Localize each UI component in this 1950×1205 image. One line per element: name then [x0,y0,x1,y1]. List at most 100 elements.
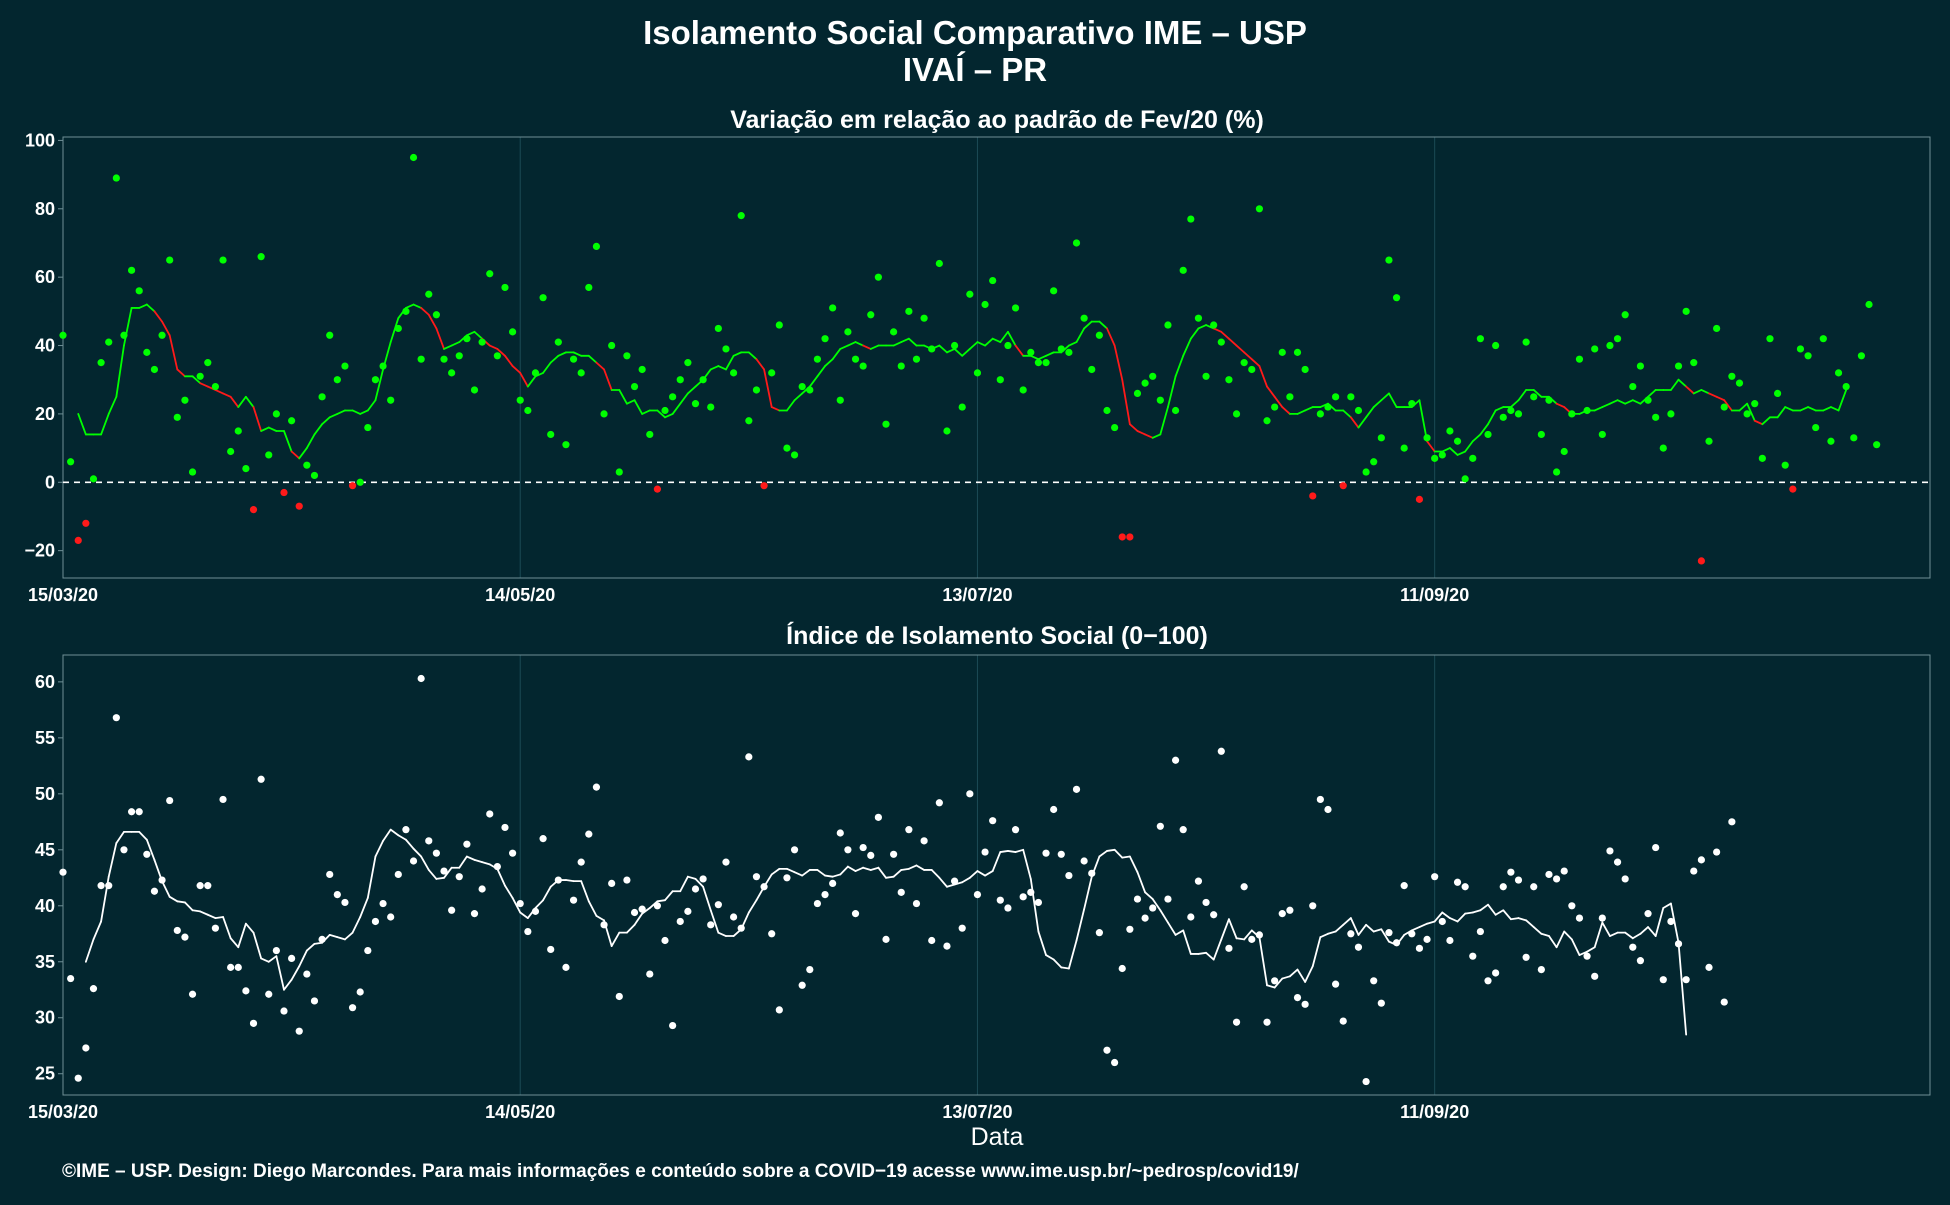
moving-average-segment [298,447,308,460]
data-point [1644,910,1652,918]
moving-average-segment [1281,975,1291,980]
moving-average-segment [305,942,316,952]
moving-average-segment [542,361,552,374]
data-point [1873,441,1881,449]
moving-average-segment [252,931,263,960]
data-point [1301,365,1309,374]
moving-average-segment [1670,902,1680,944]
moving-average-segment [702,885,712,912]
data-point [1149,372,1157,380]
data-point [608,341,616,350]
data-point [1545,870,1553,879]
moving-average-segment [359,409,369,415]
data-point [524,927,532,936]
data-point [577,369,585,377]
moving-average-segment [816,869,826,877]
data-point [1050,805,1058,814]
data-point [1385,256,1393,264]
data-point [493,352,501,360]
data-point [493,863,501,871]
data-point [1438,451,1446,459]
data-point [1065,348,1073,356]
moving-average-segment [412,847,423,858]
moving-average-segment [351,916,362,934]
moving-average-segment [1007,330,1017,347]
data-point [1667,917,1675,926]
moving-average-segment [808,375,819,388]
data-point [920,837,928,845]
data-point [714,901,722,909]
moving-average-segment [1098,850,1108,858]
moving-average-segment [725,354,735,371]
data-point [905,826,913,834]
y-tick-label: 20 [35,404,55,424]
data-point [1354,406,1363,415]
moving-average-segment [1349,416,1360,429]
moving-average-segment [1609,931,1619,937]
moving-average-segment [1738,402,1749,412]
moving-average-segment [161,320,171,337]
data-point [1392,939,1401,947]
moving-average-segment [1601,921,1611,937]
moving-average-segment [305,433,316,449]
moving-average-segment [252,406,263,432]
data-point [775,1006,783,1014]
data-point [813,355,822,363]
data-point [1202,898,1210,907]
data-point [1271,403,1279,411]
moving-average-segment [1410,926,1421,932]
data-point [1248,365,1256,374]
moving-average-segment [1014,344,1025,357]
data-point [1842,382,1850,391]
data-point [1621,311,1629,319]
moving-average-segment [984,337,994,347]
data-point [1332,980,1340,988]
moving-average-segment [443,866,453,879]
moving-average-segment [290,450,301,460]
data-point [440,355,448,363]
moving-average-segment [283,430,293,453]
data-point [1453,437,1462,445]
data-point [821,890,829,899]
data-point [1217,338,1225,346]
data-point [455,873,463,881]
moving-average-segment [145,838,156,861]
data-point [989,817,997,825]
data-point [1667,410,1675,418]
moving-average-segment [1159,909,1169,924]
data-point [1713,324,1721,333]
data-point [1499,413,1507,421]
data-point [1636,957,1645,965]
data-point [829,304,837,312]
moving-average-segment [473,330,484,340]
moving-average-segment [435,327,445,350]
x-tick-label: 15/03/20 [28,1102,98,1122]
data-point [1225,944,1233,952]
moving-average-segment [115,830,125,844]
moving-average-segment [1631,932,1642,940]
moving-average-segment [1631,399,1642,405]
panel-frame [62,654,1931,1096]
data-point [1103,406,1111,415]
data-point [1423,935,1431,943]
data-point [989,276,997,285]
data-point [1751,400,1759,408]
data-point [120,331,128,339]
data-point [173,413,181,421]
data-point [1415,495,1424,503]
data-point [608,879,616,887]
moving-average-segment [1273,395,1284,408]
data-point [768,930,776,938]
moving-average-segment [1479,423,1489,436]
moving-average-segment [1113,344,1124,381]
data-point [127,266,136,274]
moving-average-segment [1228,918,1238,940]
moving-average-segment [366,855,377,899]
data-point [478,885,486,893]
data-point [760,482,768,490]
data-point [379,362,387,370]
moving-average-segment [763,368,773,408]
y-tick-label: −20 [24,541,55,561]
moving-average-segment [107,395,118,415]
moving-average-segment [854,866,865,872]
